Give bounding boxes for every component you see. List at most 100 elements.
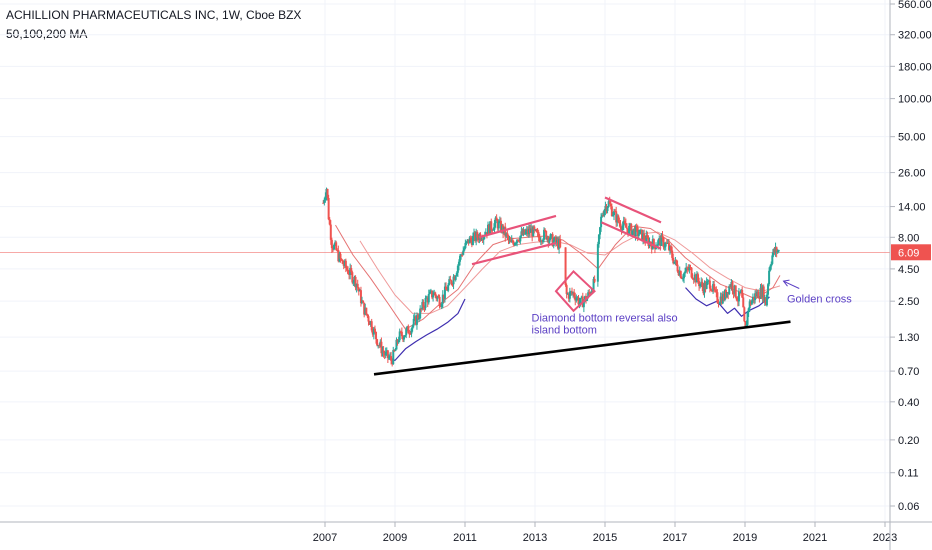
candle-body (506, 233, 509, 237)
candle-body (520, 231, 523, 236)
candle-body (427, 294, 430, 303)
candle-body (667, 242, 670, 250)
candle-body (650, 244, 653, 250)
candle-body (580, 296, 583, 299)
candle-body (568, 291, 571, 299)
candle-body (575, 298, 578, 301)
indicator-label[interactable]: 50,100,200 MA (6, 27, 88, 41)
candle-body (423, 307, 426, 309)
candle-body (353, 276, 356, 282)
candle-body (669, 246, 672, 250)
candle-body (496, 220, 499, 229)
candle-body (398, 331, 401, 341)
candle-body (376, 339, 379, 346)
candle-body (548, 239, 551, 243)
candle-body (577, 297, 580, 305)
candle-body (706, 280, 709, 282)
candle-body (569, 291, 572, 293)
candle-body (392, 350, 395, 365)
candle-body (720, 296, 723, 304)
candle-body (689, 267, 692, 269)
candle-body (327, 198, 330, 220)
candle-body (375, 331, 378, 340)
candle-body (728, 286, 731, 295)
candle-body (410, 328, 413, 334)
candle-body (578, 302, 581, 305)
candle-body (436, 296, 439, 299)
candle-body (526, 229, 529, 235)
candle-body (477, 237, 480, 240)
candle-body (666, 242, 669, 244)
candle-body (761, 286, 764, 298)
y-tick-label: 1.30 (898, 332, 919, 344)
candle-body (765, 294, 768, 306)
candle-body (466, 239, 469, 242)
candle-body (692, 279, 695, 281)
candle-body (351, 272, 354, 283)
candle-body (339, 253, 342, 259)
candle-body (758, 298, 761, 300)
candle-body (540, 240, 543, 242)
candle-body (732, 290, 735, 294)
candle-body (637, 234, 640, 236)
candle-body (714, 289, 717, 291)
candle-body (632, 228, 635, 231)
candle-body (592, 278, 595, 293)
candle-body (450, 280, 453, 284)
candle-body (493, 223, 496, 230)
candle-body (326, 188, 329, 199)
candle-body (702, 286, 705, 294)
candle-body (488, 224, 491, 235)
candle-body (366, 313, 369, 317)
candle-body (509, 239, 512, 243)
candle-body (373, 328, 376, 332)
candle-body (730, 281, 733, 288)
candle-body (622, 220, 625, 226)
candle-body (767, 284, 770, 295)
candle-body (735, 297, 738, 301)
candle-body (600, 216, 603, 228)
moving-averages (335, 224, 781, 361)
candle-body (679, 271, 682, 278)
golden-cross-arrowhead (782, 279, 790, 287)
candle-body (676, 264, 679, 272)
candle-body (662, 237, 665, 248)
candle-body (521, 231, 524, 235)
candle-body (352, 281, 355, 283)
candle-body (772, 249, 775, 256)
candle-body (533, 226, 536, 230)
candle-body (607, 201, 610, 207)
candle-body (530, 228, 533, 233)
last-price-label: 6.09 (898, 247, 919, 259)
candle-body (489, 221, 492, 235)
candle-body (597, 234, 600, 245)
y-tick-label: 0.06 (898, 501, 919, 513)
pattern-drawings[interactable] (373, 196, 791, 376)
candle-body (331, 248, 334, 250)
candle-body (425, 297, 428, 299)
candle-body (475, 232, 478, 241)
candle-body (429, 290, 432, 292)
candle-body (601, 215, 604, 217)
candle-body (476, 232, 479, 238)
candle-body (661, 235, 664, 238)
candle-body (468, 237, 471, 244)
candle-body (712, 284, 715, 291)
candle-body (365, 307, 368, 314)
candle-body (555, 240, 558, 243)
candle-body (553, 237, 556, 241)
candle-body (599, 227, 602, 235)
candle-body (355, 283, 358, 288)
candle-body (554, 237, 557, 243)
y-tick-label: 4.50 (898, 264, 919, 276)
candle-body (659, 238, 662, 246)
candle-body (657, 240, 660, 246)
candle-body (754, 293, 757, 301)
candle-body (695, 274, 698, 283)
candle-body (749, 301, 752, 305)
candle-body (671, 250, 674, 258)
candle-body (386, 350, 389, 358)
candle-body (537, 232, 540, 238)
candle-body (558, 239, 561, 249)
